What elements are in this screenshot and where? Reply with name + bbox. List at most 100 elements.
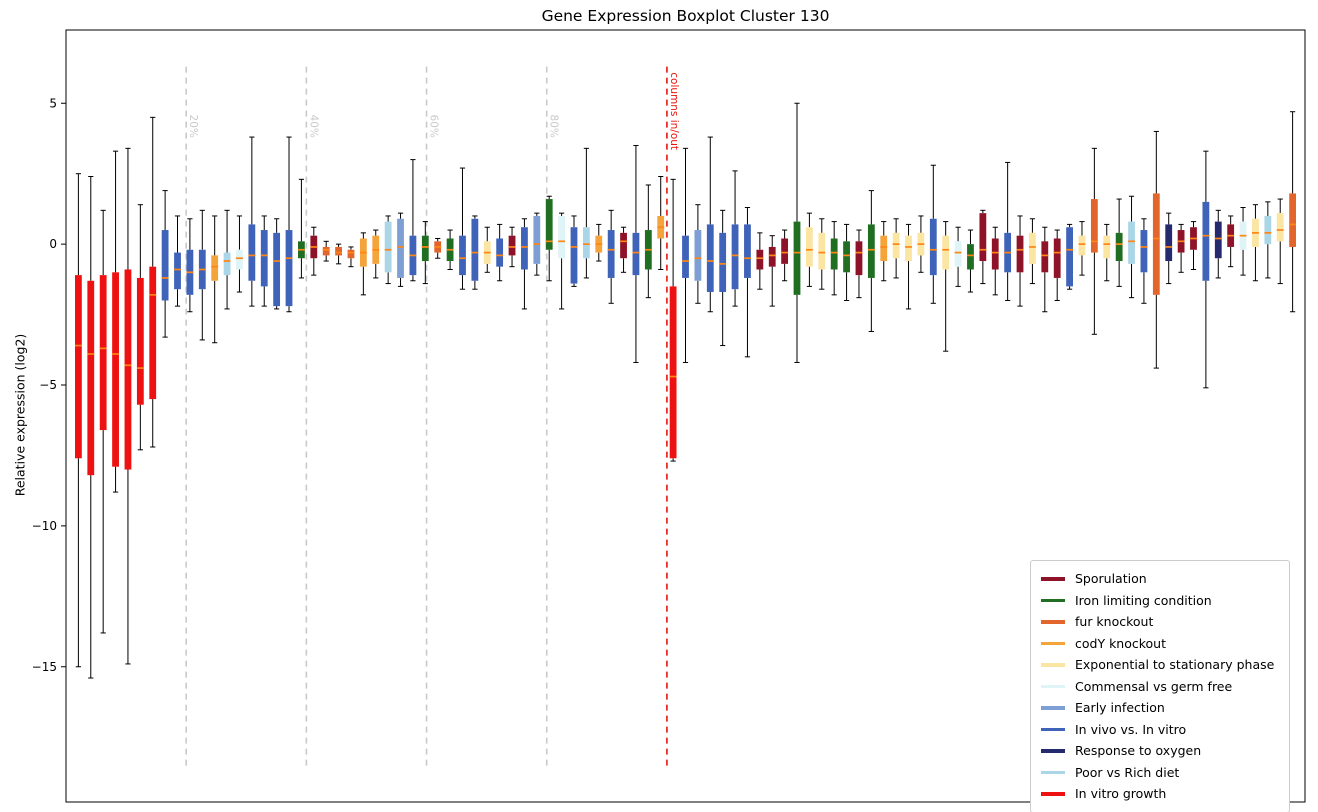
boxplot <box>74 173 82 668</box>
boxplot <box>1066 223 1073 290</box>
plot-frame <box>65 29 1306 803</box>
boxplot <box>533 212 541 276</box>
legend-label: codY knockout <box>1075 635 1167 651</box>
chart-title: Gene Expression Boxplot Cluster 130 <box>541 7 830 25</box>
legend: Sporulation Iron limiting condition fur kn… <box>1030 560 1290 812</box>
boxplot <box>211 215 219 344</box>
box <box>1053 238 1061 278</box>
legend-swatch <box>1041 792 1065 796</box>
box <box>756 249 764 270</box>
boxplot <box>335 243 342 265</box>
box <box>508 235 516 256</box>
boxplot <box>508 226 516 268</box>
box <box>558 215 565 259</box>
box <box>632 232 640 276</box>
boxplot <box>161 190 169 338</box>
box <box>99 275 107 431</box>
boxplot <box>1041 226 1049 313</box>
box <box>74 275 82 459</box>
legend-swatch <box>1041 577 1065 581</box>
boxplot <box>793 102 801 363</box>
legend-label: fur knockout <box>1075 614 1154 630</box>
boxplot <box>607 209 615 304</box>
legend-swatch <box>1041 706 1065 710</box>
y-tick-label: 5 <box>49 96 57 110</box>
box <box>112 272 119 467</box>
legend-swatch <box>1041 727 1065 731</box>
boxplot <box>298 178 305 279</box>
boxplot <box>682 147 689 363</box>
box <box>1264 215 1272 245</box>
boxplot <box>372 229 380 279</box>
legend-item-commensal-vs-germ-free: Commensal vs germ free <box>1041 676 1279 698</box>
boxplot <box>570 215 578 287</box>
box <box>397 218 404 278</box>
boxplot <box>322 240 330 262</box>
box <box>620 232 627 259</box>
boxplot <box>892 218 900 279</box>
ref-line-label: 20% <box>187 115 199 138</box>
legend-item-fur-knockout: fur knockout <box>1041 611 1279 633</box>
boxplot <box>768 235 776 307</box>
box <box>682 235 689 278</box>
box <box>719 232 727 293</box>
boxplot <box>186 218 194 313</box>
boxplot <box>744 207 751 358</box>
box <box>248 224 256 281</box>
box <box>991 238 999 270</box>
boxplot <box>1190 221 1197 270</box>
boxplot <box>843 223 850 301</box>
legend-label: Early infection <box>1075 700 1165 716</box>
y-tick-label: −5 <box>39 378 57 392</box>
boxplot <box>285 136 293 313</box>
boxplot <box>855 229 863 299</box>
boxplot <box>347 246 355 268</box>
box <box>744 224 751 278</box>
legend-swatch <box>1041 770 1065 774</box>
box <box>322 246 330 256</box>
box <box>607 230 615 278</box>
boxplot <box>496 223 504 282</box>
box <box>1165 224 1173 262</box>
ref-line-label: 40% <box>307 115 319 138</box>
ref-line-label: 80% <box>548 115 560 138</box>
boxplot <box>87 176 95 679</box>
legend-item-sporulation: Sporulation <box>1041 568 1279 590</box>
boxplot <box>248 136 256 307</box>
box <box>260 230 268 287</box>
ref-line-label: 60% <box>428 115 440 138</box>
boxplot <box>545 195 553 282</box>
box <box>1214 221 1222 259</box>
boxplot <box>1078 221 1086 276</box>
boxplot <box>880 221 888 282</box>
box <box>161 230 169 301</box>
box <box>781 238 789 264</box>
boxplot <box>1252 204 1259 282</box>
box <box>1115 232 1123 262</box>
box <box>979 213 987 262</box>
box <box>694 230 702 281</box>
legend-swatch <box>1041 749 1065 753</box>
legend-item-exponential-to-stationary-phase: Exponential to stationary phase <box>1041 654 1279 676</box>
legend-swatch <box>1041 620 1065 624</box>
box <box>136 277 144 405</box>
box <box>335 246 342 256</box>
boxplot <box>471 215 479 290</box>
boxplot <box>409 159 417 282</box>
box <box>929 218 937 276</box>
legend-label: Iron limiting condition <box>1075 592 1212 608</box>
boxplot <box>905 223 912 310</box>
box <box>521 227 528 270</box>
boxplot <box>421 221 429 285</box>
boxplot <box>112 150 119 493</box>
boxplot <box>942 221 950 352</box>
box <box>211 255 219 281</box>
legend-label: Response to oxygen <box>1075 743 1202 759</box>
boxplot <box>483 226 491 273</box>
boxplot <box>806 212 813 287</box>
boxplot <box>756 232 764 290</box>
box <box>830 238 838 270</box>
box <box>285 230 293 307</box>
